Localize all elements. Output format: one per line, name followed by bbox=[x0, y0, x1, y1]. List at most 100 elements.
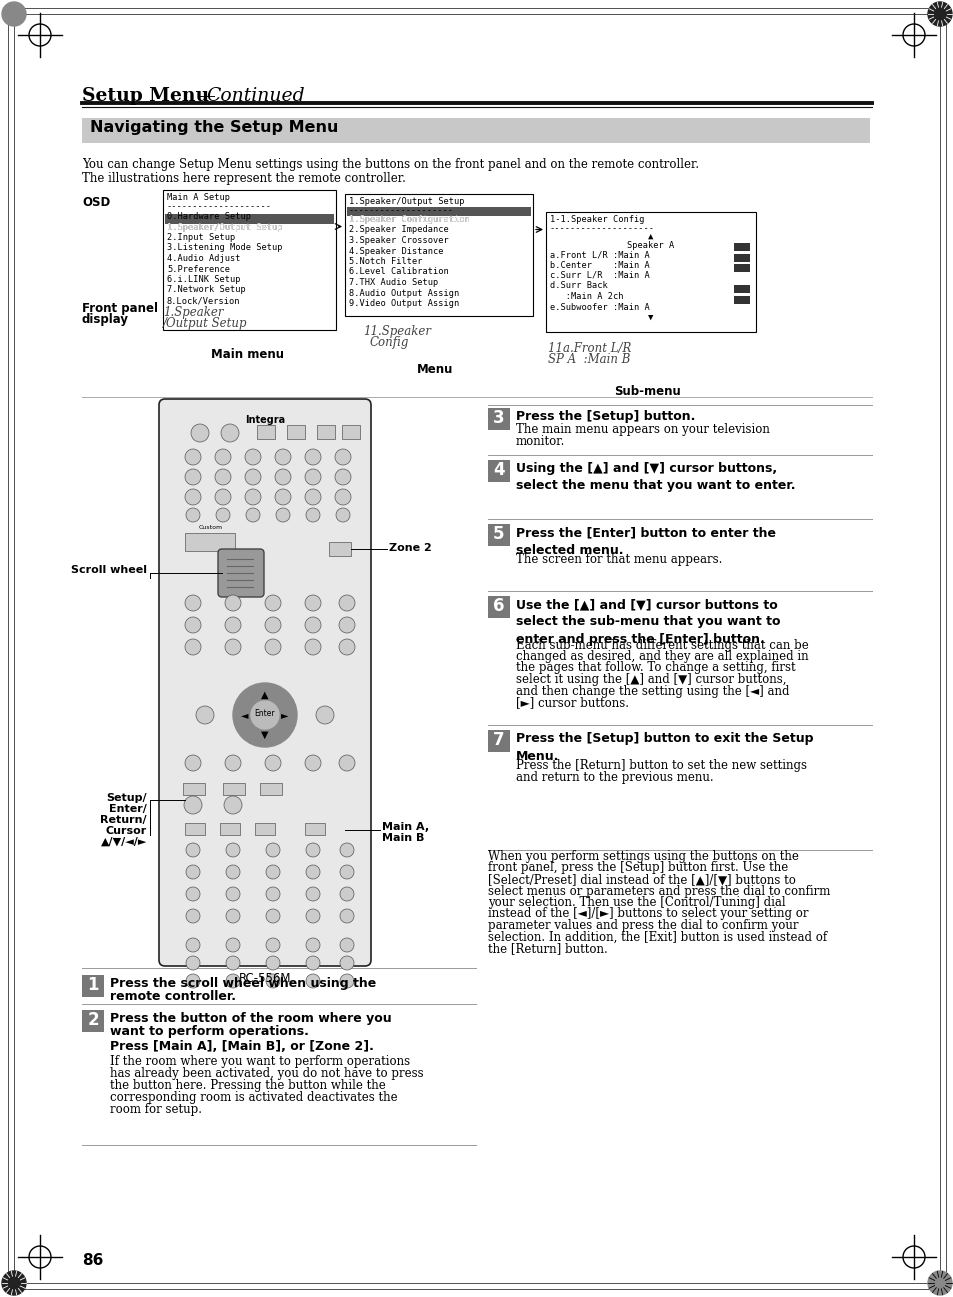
Text: You can change Setup Menu settings using the buttons on the front panel and on t: You can change Setup Menu settings using… bbox=[82, 158, 699, 171]
Bar bbox=[341, 425, 359, 438]
Circle shape bbox=[305, 617, 320, 633]
Circle shape bbox=[306, 887, 319, 901]
Text: 1.Speaker: 1.Speaker bbox=[163, 306, 223, 319]
Text: Navigating the Setup Menu: Navigating the Setup Menu bbox=[90, 121, 338, 135]
Bar bbox=[185, 533, 234, 551]
Circle shape bbox=[226, 956, 240, 970]
Circle shape bbox=[221, 424, 239, 442]
Text: SP A  :Main B: SP A :Main B bbox=[547, 353, 630, 366]
Circle shape bbox=[246, 508, 260, 521]
Circle shape bbox=[306, 508, 319, 521]
Circle shape bbox=[186, 974, 200, 988]
Bar bbox=[256, 425, 274, 438]
Circle shape bbox=[927, 3, 951, 26]
Text: 9.Video Output Assign: 9.Video Output Assign bbox=[349, 300, 458, 307]
Text: display: display bbox=[82, 313, 129, 326]
Circle shape bbox=[225, 617, 241, 633]
Circle shape bbox=[274, 489, 291, 505]
Circle shape bbox=[335, 449, 351, 466]
Bar bbox=[305, 824, 325, 835]
Text: 0.Hardware Setup: 0.Hardware Setup bbox=[167, 211, 251, 220]
Circle shape bbox=[265, 617, 281, 633]
Bar bbox=[82, 118, 869, 143]
Text: instead of the [◄]/[►] buttons to select your setting or: instead of the [◄]/[►] buttons to select… bbox=[488, 908, 807, 921]
Bar bbox=[287, 425, 305, 438]
Circle shape bbox=[245, 489, 261, 505]
Text: 3.Listening Mode Setup: 3.Listening Mode Setup bbox=[167, 244, 282, 253]
Text: Main A,: Main A, bbox=[381, 822, 429, 831]
Bar bbox=[82, 975, 104, 997]
Text: 8.Audio Output Assign: 8.Audio Output Assign bbox=[349, 288, 458, 297]
Circle shape bbox=[266, 843, 280, 857]
Text: OSD: OSD bbox=[82, 196, 111, 209]
Text: Scroll wheel: Scroll wheel bbox=[71, 565, 147, 575]
Text: Custom: Custom bbox=[199, 525, 223, 530]
Circle shape bbox=[225, 595, 241, 611]
Circle shape bbox=[305, 639, 320, 655]
Circle shape bbox=[338, 595, 355, 611]
Circle shape bbox=[339, 974, 354, 988]
Circle shape bbox=[306, 865, 319, 879]
Circle shape bbox=[338, 639, 355, 655]
Text: 2.Input Setup: 2.Input Setup bbox=[167, 233, 235, 243]
Bar bbox=[260, 783, 282, 795]
Text: Press the [Setup] button to exit the Setup
Menu.: Press the [Setup] button to exit the Set… bbox=[516, 732, 813, 763]
Bar bbox=[183, 783, 205, 795]
Text: want to perform operations.: want to perform operations. bbox=[110, 1025, 309, 1038]
Circle shape bbox=[245, 449, 261, 466]
Text: Config: Config bbox=[370, 336, 409, 349]
Text: room for setup.: room for setup. bbox=[110, 1102, 202, 1115]
Text: The illustrations here represent the remote controller.: The illustrations here represent the rem… bbox=[82, 173, 405, 185]
Circle shape bbox=[214, 470, 231, 485]
Text: select menus or parameters and press the dial to confirm: select menus or parameters and press the… bbox=[488, 885, 829, 898]
Circle shape bbox=[306, 956, 319, 970]
Text: Press the [Setup] button.: Press the [Setup] button. bbox=[516, 410, 695, 423]
Text: 1: 1 bbox=[87, 977, 99, 994]
Circle shape bbox=[266, 938, 280, 952]
Circle shape bbox=[927, 1271, 951, 1294]
Circle shape bbox=[339, 938, 354, 952]
Text: 8.Lock/Version: 8.Lock/Version bbox=[167, 296, 240, 305]
Text: select it using the [▲] and [▼] cursor buttons,: select it using the [▲] and [▼] cursor b… bbox=[516, 673, 785, 686]
Text: --------------------: -------------------- bbox=[550, 224, 655, 233]
Circle shape bbox=[226, 887, 240, 901]
Circle shape bbox=[305, 755, 320, 770]
Text: Return/: Return/ bbox=[100, 815, 147, 825]
Text: the pages that follow. To change a setting, first: the pages that follow. To change a setti… bbox=[516, 661, 795, 674]
Text: your selection. Then use the [Control/Tuning] dial: your selection. Then use the [Control/Tu… bbox=[488, 896, 785, 909]
Text: 7.THX Audio Setup: 7.THX Audio Setup bbox=[349, 278, 437, 287]
Circle shape bbox=[338, 617, 355, 633]
Bar bbox=[733, 243, 749, 252]
Text: Zone 2: Zone 2 bbox=[389, 543, 432, 553]
Text: --------------------: -------------------- bbox=[167, 202, 272, 211]
Circle shape bbox=[185, 755, 201, 770]
Text: 3.Speaker Crossover: 3.Speaker Crossover bbox=[349, 236, 448, 245]
Circle shape bbox=[224, 796, 242, 815]
Circle shape bbox=[226, 909, 240, 923]
Circle shape bbox=[335, 489, 351, 505]
Circle shape bbox=[265, 639, 281, 655]
Circle shape bbox=[245, 470, 261, 485]
Bar bbox=[488, 524, 510, 546]
Text: Enter: Enter bbox=[254, 708, 275, 717]
Text: :Main A 2ch: :Main A 2ch bbox=[550, 292, 623, 301]
Circle shape bbox=[2, 3, 26, 26]
Bar bbox=[733, 253, 749, 262]
Circle shape bbox=[266, 909, 280, 923]
Circle shape bbox=[185, 595, 201, 611]
Text: Menu: Menu bbox=[416, 363, 453, 376]
Text: 1.Speaker Configuration: 1.Speaker Configuration bbox=[349, 215, 469, 224]
Text: When you perform settings using the buttons on the: When you perform settings using the butt… bbox=[488, 850, 798, 863]
Text: Front panel: Front panel bbox=[82, 302, 158, 315]
Circle shape bbox=[266, 887, 280, 901]
Text: the [Return] button.: the [Return] button. bbox=[488, 942, 607, 955]
Text: ►: ► bbox=[281, 709, 289, 720]
Circle shape bbox=[215, 508, 230, 521]
Text: 1.Speaker Configuration: 1.Speaker Configuration bbox=[349, 215, 469, 224]
Text: remote controller.: remote controller. bbox=[110, 990, 235, 1003]
Text: 1.Speaker/Output Setup: 1.Speaker/Output Setup bbox=[167, 223, 282, 231]
Text: c.Surr L/R  :Main A: c.Surr L/R :Main A bbox=[550, 271, 649, 280]
Text: Each sub-menu has different settings that can be: Each sub-menu has different settings tha… bbox=[516, 638, 808, 651]
Text: If the room where you want to perform operations: If the room where you want to perform op… bbox=[110, 1054, 410, 1067]
Text: Continued: Continued bbox=[206, 87, 304, 105]
